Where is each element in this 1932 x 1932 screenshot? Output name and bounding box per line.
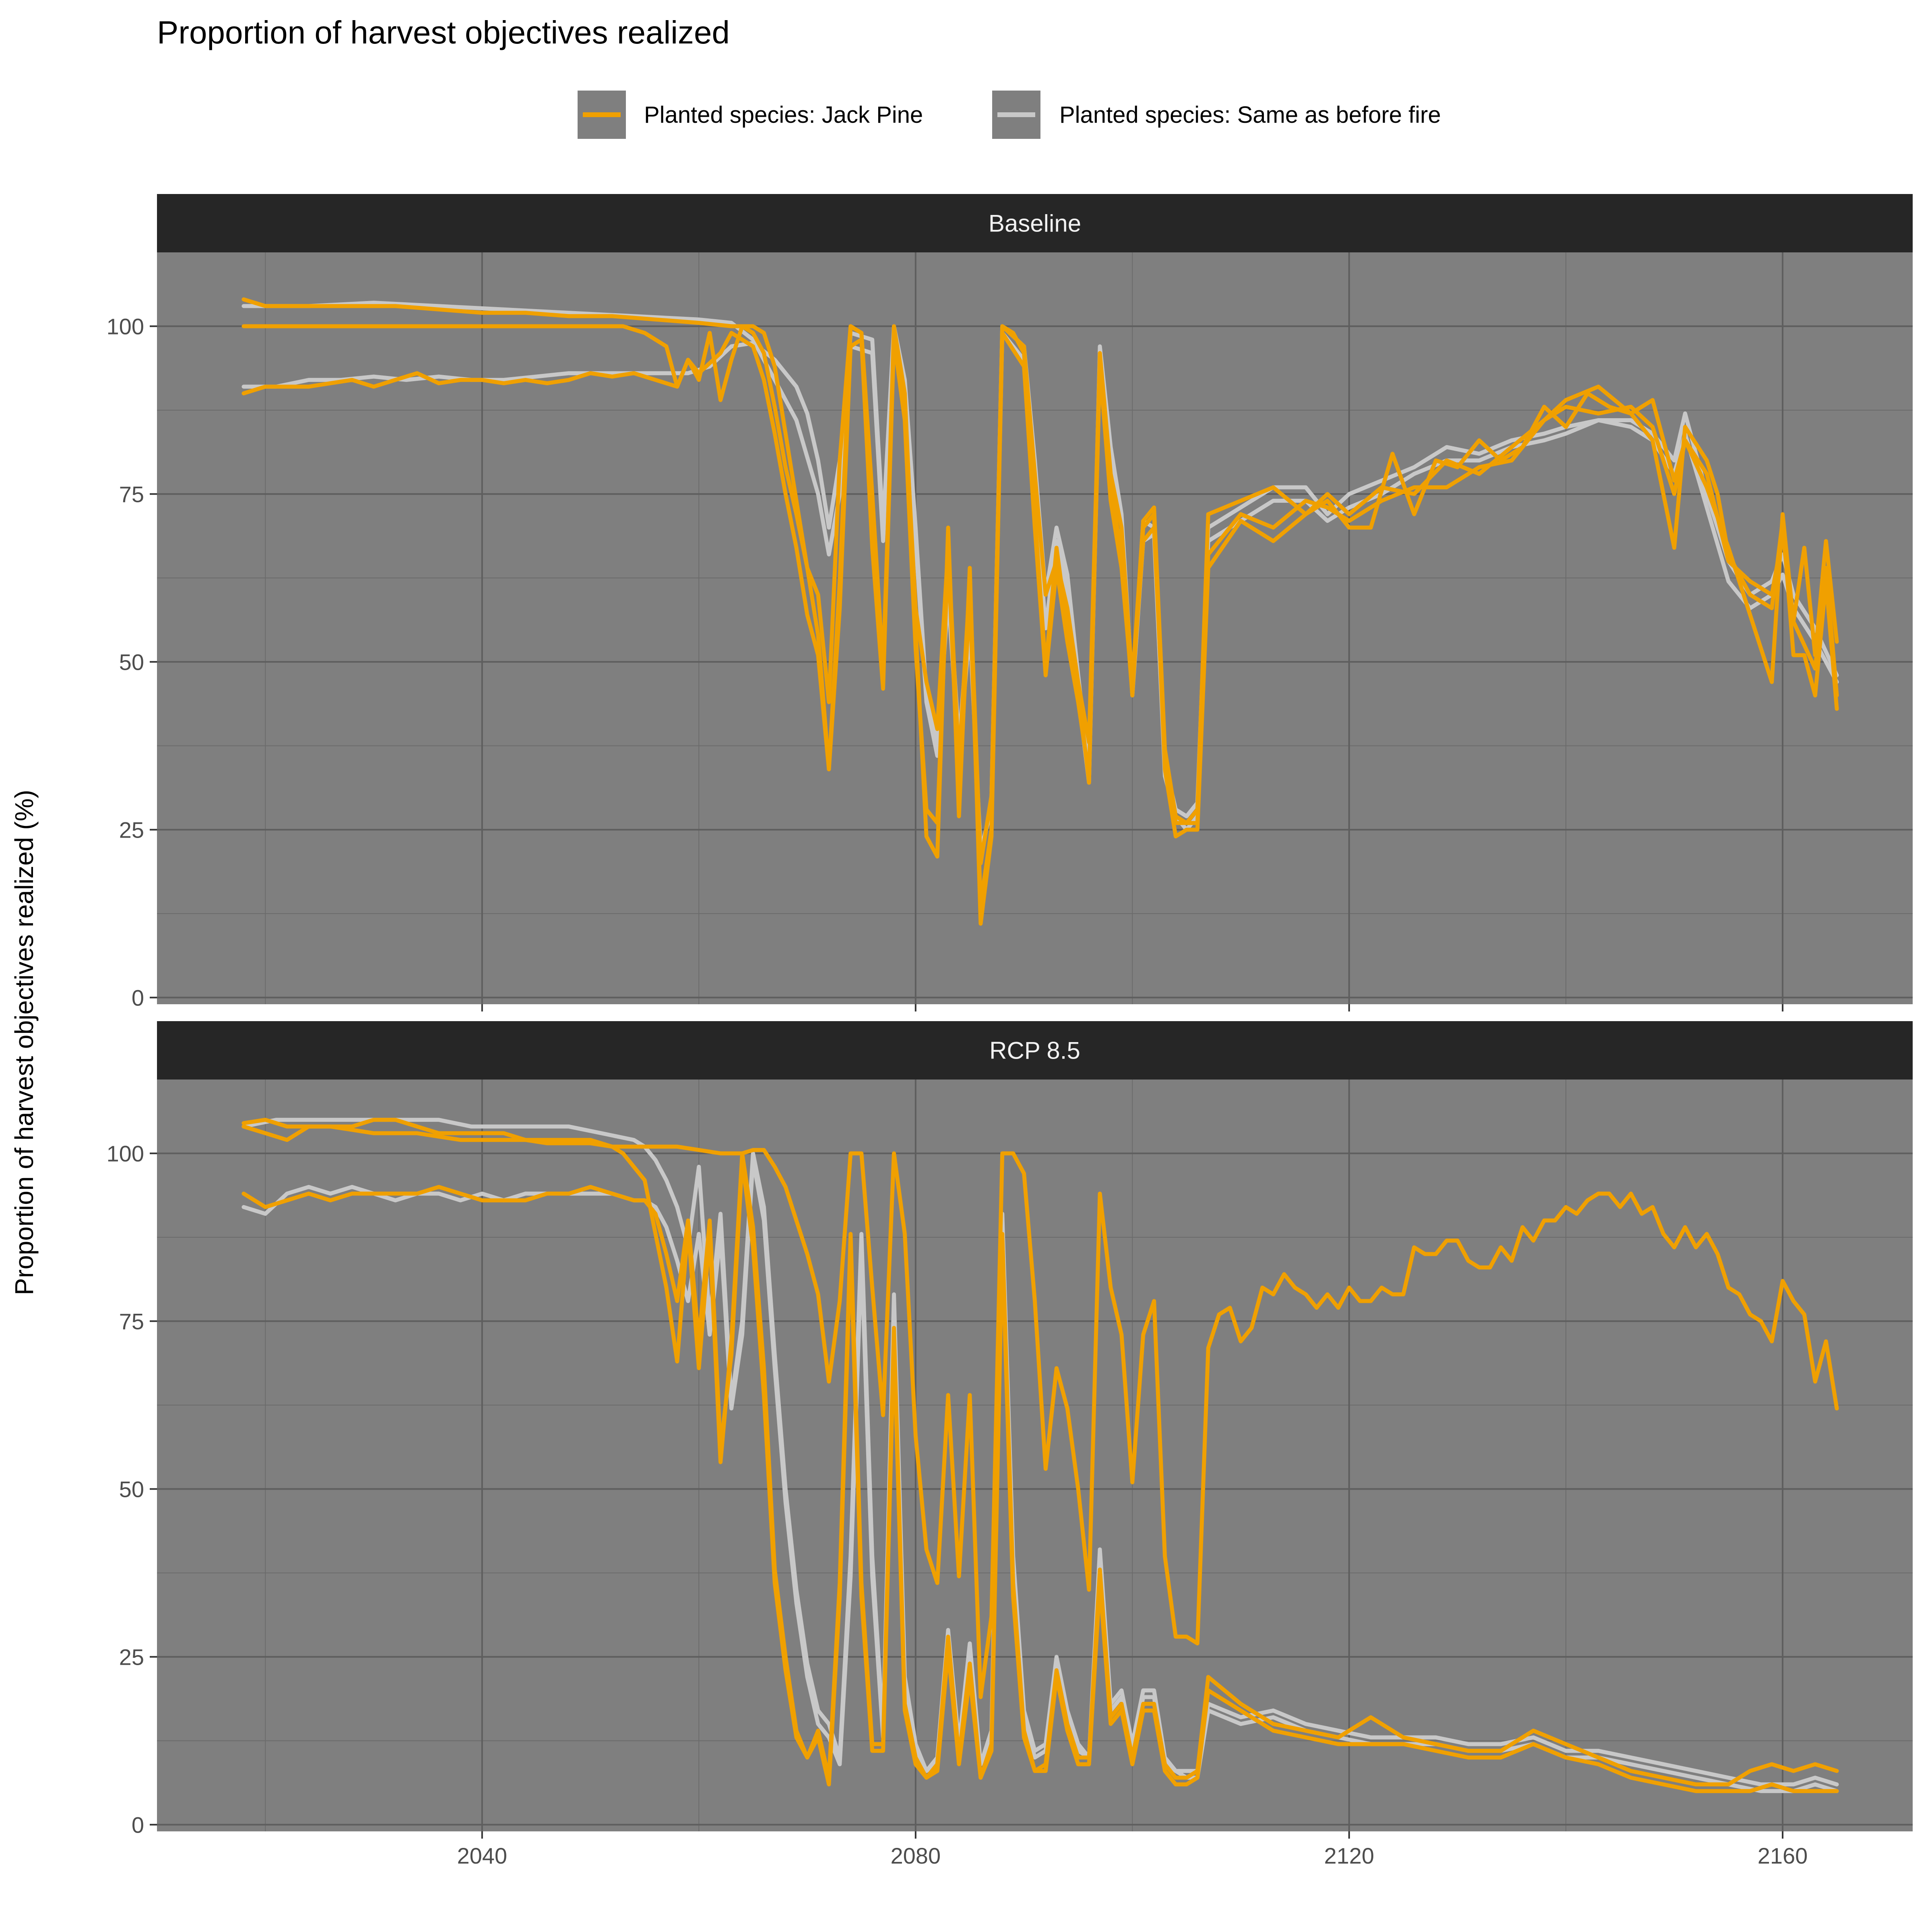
series-lines-rcp-8-5: [242, 1118, 1839, 1793]
strip-label-baseline: Baseline: [989, 210, 1081, 237]
chart-title: Proportion of harvest objectives realize…: [157, 14, 730, 50]
series-lines-baseline: [242, 297, 1839, 926]
x-tick-label: 2120: [1324, 1843, 1375, 1868]
y-axis-label: Proportion of harvest objectives realize…: [10, 790, 39, 1295]
plot-area-baseline: [157, 252, 1913, 1004]
y-tick-label: 0: [132, 1812, 144, 1837]
panels: Baseline 0 25 50 75 100 RCP 8.5 0 25 50 75 100 2040 2…: [107, 194, 1913, 1868]
y-tick-label: 25: [119, 817, 144, 842]
series-line-jack-pine-3: [242, 1118, 1839, 1787]
legend-label-same-as-before-fire: Planted species: Same as before fire: [1059, 102, 1441, 128]
y-tick-label: 100: [107, 314, 144, 339]
panel-baseline: Baseline 0 25 50 75 100: [107, 194, 1913, 1011]
series-line-jack-pine-2: [242, 1118, 1839, 1699]
strip-label-rcp-8-5: RCP 8.5: [989, 1037, 1080, 1064]
y-tick-label: 50: [119, 1476, 144, 1502]
legend-item-same-as-before-fire: Planted species: Same as before fire: [992, 91, 1441, 139]
y-tick-label: 25: [119, 1644, 144, 1670]
x-tick-label: 2040: [457, 1843, 507, 1868]
strip-baseline: [157, 194, 1913, 252]
panel-rcp-8-5: RCP 8.5 0 25 50 75 100 2040 2080 2120 2160: [107, 1021, 1913, 1868]
series-line-jack-pine-4: [242, 324, 1839, 865]
y-tick-label: 75: [119, 481, 144, 507]
legend-item-jack-pine: Planted species: Jack Pine: [578, 91, 923, 139]
y-tick-label: 75: [119, 1309, 144, 1334]
y-tick-label: 50: [119, 649, 144, 675]
y-tick-label: 100: [107, 1141, 144, 1166]
strip-rcp-8-5: [157, 1021, 1913, 1080]
series-line-jack-pine-4: [242, 1158, 1839, 1793]
x-tick-label: 2080: [891, 1843, 941, 1868]
legend-label-jack-pine: Planted species: Jack Pine: [644, 102, 923, 128]
legend: Planted species: Jack Pine Planted speci…: [578, 91, 1441, 139]
x-tick-label: 2160: [1758, 1843, 1808, 1868]
y-tick-label: 0: [132, 985, 144, 1010]
